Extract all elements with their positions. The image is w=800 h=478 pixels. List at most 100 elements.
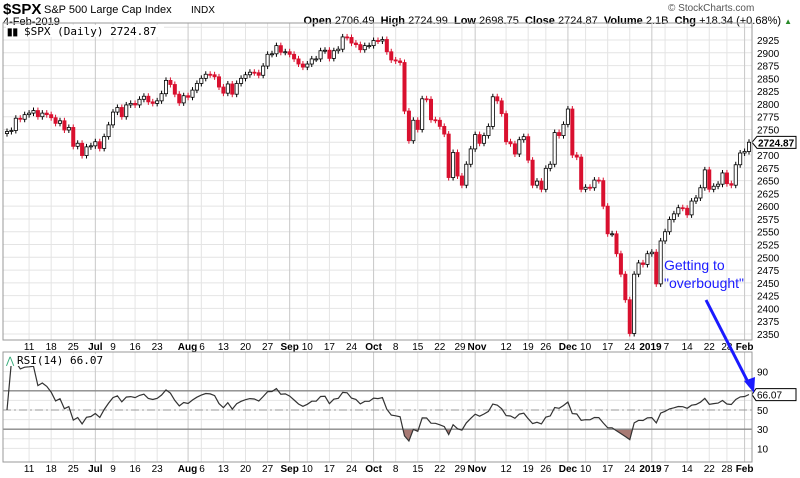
candle-body	[137, 98, 142, 106]
candle-body	[225, 83, 230, 94]
x-tick-label: Feb	[736, 342, 754, 353]
price-panel-title: $SPX (Daily) 2724.87	[24, 25, 156, 38]
x-tick-label: 10	[580, 464, 592, 475]
candle-body	[287, 51, 292, 55]
x-tick-label: 2019	[639, 342, 662, 353]
x-tick-label: Dec	[559, 342, 578, 353]
x-tick-label: 15	[412, 342, 424, 353]
x-tick-label: 18	[46, 464, 58, 475]
price-tick-label: 2875	[757, 62, 780, 73]
candle-body	[230, 83, 235, 95]
x-tick-label: Dec	[559, 464, 578, 475]
candle-body	[490, 96, 495, 127]
candle-body	[618, 253, 623, 275]
candle-body	[380, 39, 385, 42]
candle-body	[512, 143, 517, 155]
candle-body	[384, 39, 389, 53]
candle-body	[685, 207, 690, 216]
x-tick-label: 26	[540, 342, 552, 353]
x-tick-label: Feb	[736, 464, 754, 475]
candle-body	[574, 154, 579, 158]
x-tick-label: Sep	[281, 464, 299, 475]
x-tick-label: 22	[434, 464, 446, 475]
x-tick-label: 13	[218, 464, 230, 475]
x-tick-label: 29	[454, 342, 466, 353]
candle-body	[667, 219, 672, 233]
x-tick-label: Aug	[178, 342, 197, 353]
x-tick-label: 22	[434, 342, 446, 353]
candle-body	[261, 65, 266, 76]
volume-label: Volume	[603, 15, 643, 27]
price-tick-label: 2475	[757, 266, 780, 277]
candle-body	[159, 93, 164, 102]
candle-body	[442, 126, 447, 135]
price-tick-label: 2850	[757, 74, 780, 85]
x-tick-label: 16	[130, 342, 142, 353]
candle-body	[742, 151, 747, 154]
candle-body	[636, 262, 641, 275]
x-tick-label: 6	[199, 464, 205, 475]
candle-body	[177, 93, 182, 104]
candle-body	[278, 45, 283, 53]
candle-body	[464, 163, 469, 186]
candle-body	[150, 101, 155, 104]
candle-body	[596, 179, 601, 182]
candle-body	[336, 48, 341, 52]
exchange: INDX	[191, 5, 215, 16]
x-tick-label: 7	[664, 342, 670, 353]
price-tick-label: 2425	[757, 292, 780, 303]
candle-body	[521, 136, 526, 141]
price-tick-label: 2900	[757, 49, 780, 60]
candle-body	[468, 148, 473, 165]
candle-body	[133, 103, 138, 106]
candle-body	[292, 53, 297, 60]
x-tick-label: 28	[721, 464, 733, 475]
price-panel-frame	[2, 22, 753, 341]
x-tick-label: 25	[68, 464, 80, 475]
candle-body	[473, 134, 478, 150]
candle-body	[663, 231, 668, 242]
triangle-up-icon: ▲	[784, 17, 792, 26]
candle-body	[605, 205, 610, 235]
candle-body	[508, 141, 513, 145]
candle-body	[5, 131, 10, 134]
candle-body	[729, 183, 734, 186]
candle-body	[128, 103, 133, 106]
candle-body	[658, 240, 663, 285]
candle-body	[610, 233, 615, 236]
candle-body	[680, 207, 685, 210]
candle-body	[53, 117, 58, 124]
candle-body	[535, 180, 540, 186]
candle-body	[256, 72, 261, 76]
x-tick-label: 24	[346, 464, 358, 475]
price-tick-label: 2700	[757, 151, 780, 162]
candle-body	[543, 167, 548, 190]
x-tick-label: 20	[240, 464, 252, 475]
close-label: Close	[524, 15, 555, 27]
candle-body	[35, 110, 40, 118]
candle-body	[349, 37, 354, 44]
candle-body	[31, 110, 36, 114]
candle-body	[583, 186, 588, 190]
candle-body	[75, 142, 80, 147]
rsi-tick-label: 10	[757, 444, 769, 455]
candle-body	[627, 299, 632, 334]
index-name: S&P 500 Large Cap Index	[44, 4, 172, 16]
candle-body	[702, 169, 707, 189]
x-tick-label: Jul	[88, 464, 103, 475]
rsi-legend-bg	[6, 354, 102, 366]
x-tick-label: 27	[262, 464, 274, 475]
candle-body	[588, 186, 593, 189]
candle-body	[106, 124, 111, 138]
x-tick-label: 2019	[639, 464, 662, 475]
candle-body	[163, 79, 168, 95]
candle-body	[433, 119, 438, 122]
candle-body	[402, 62, 407, 112]
candle-body	[309, 58, 314, 65]
candle-body	[71, 127, 76, 147]
x-tick-label: 7	[664, 464, 670, 475]
candle-body	[84, 146, 89, 156]
candle-body	[420, 98, 425, 130]
candle-body	[62, 120, 67, 131]
rsi-tick-label: 30	[757, 425, 769, 436]
